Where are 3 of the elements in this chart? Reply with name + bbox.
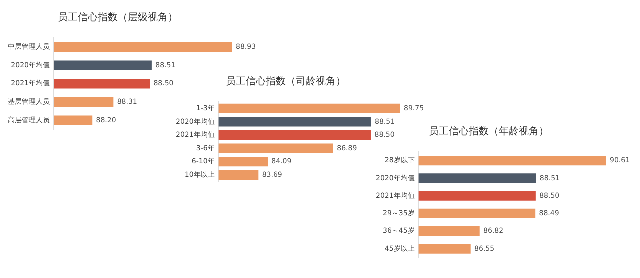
chart-title: 员工信心指数（层级视角）	[58, 12, 178, 24]
chart-title: 员工信心指数（司龄视角）	[226, 76, 346, 88]
chart-title: 员工信心指数（年龄视角）	[429, 126, 549, 138]
